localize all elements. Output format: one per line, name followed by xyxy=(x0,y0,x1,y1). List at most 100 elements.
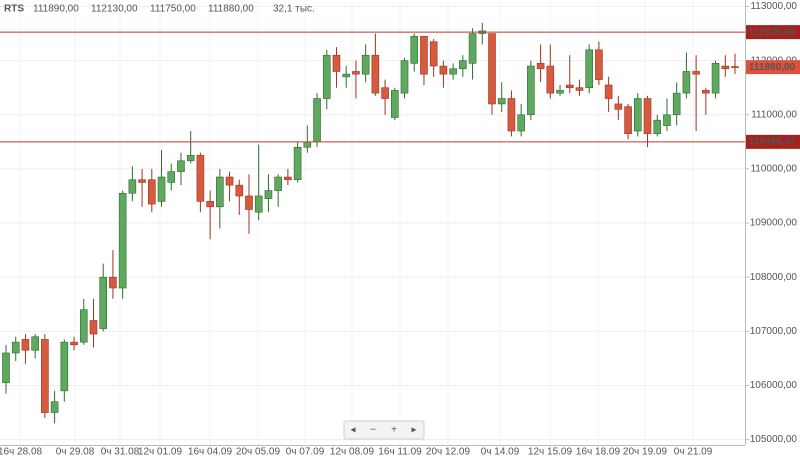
candle-body xyxy=(322,54,331,99)
candle-body xyxy=(109,276,117,289)
y-tick-label: 106000,00 xyxy=(750,380,798,391)
candle-body xyxy=(79,309,88,343)
x-tick-label: 20ч 19.09 xyxy=(623,447,668,458)
candle-body xyxy=(89,320,98,335)
candle-body xyxy=(31,336,39,351)
candle-body xyxy=(342,73,351,78)
candle-body xyxy=(264,190,273,199)
header-close: 111880,00 xyxy=(208,4,254,15)
candle-body xyxy=(565,84,574,89)
candle-body xyxy=(507,98,516,132)
candle-body xyxy=(643,98,652,135)
x-tick-label: 0ч 14.09 xyxy=(481,447,520,458)
header-volume: 32,1 тыс. xyxy=(273,4,315,15)
candle-body xyxy=(313,98,321,143)
candle-body xyxy=(468,33,477,64)
candle-body xyxy=(702,90,710,94)
zoom-in[interactable]: + xyxy=(391,425,397,436)
candle-body xyxy=(429,41,438,67)
candle-body xyxy=(332,54,341,72)
candle-body xyxy=(614,103,623,110)
zoom-out[interactable]: − xyxy=(370,425,376,436)
candle-body xyxy=(390,90,399,118)
candle-body xyxy=(235,184,244,197)
symbol: RTS xyxy=(4,4,24,15)
x-tick-label: 20ч 12.09 xyxy=(426,447,471,458)
header-open: 111890,00 xyxy=(33,4,79,15)
candle-body xyxy=(128,179,137,194)
candle-body xyxy=(410,35,419,64)
candle-body xyxy=(439,65,448,75)
y-tick-label: 113000,00 xyxy=(750,1,797,12)
candle-body xyxy=(449,68,457,75)
candle-body xyxy=(400,60,409,94)
header-low: 111750,00 xyxy=(150,4,196,15)
y-tick-label: 105000,00 xyxy=(750,434,798,445)
candle-body xyxy=(536,63,545,70)
x-tick-label: 16ч 04.09 xyxy=(188,447,233,458)
header-high: 112130,00 xyxy=(91,4,138,15)
candle-body xyxy=(41,339,49,413)
candle-body xyxy=(70,341,78,346)
x-tick-label: 12ч 01.09 xyxy=(138,447,183,458)
last-price-bg xyxy=(746,60,800,75)
candle-body xyxy=(556,90,564,94)
last-price-label: 111880,00 xyxy=(749,62,796,73)
candle-body xyxy=(216,176,224,208)
candle-body xyxy=(148,179,156,205)
scroll-right[interactable]: ▸ xyxy=(411,425,416,436)
candle-body xyxy=(420,35,428,75)
candle-body xyxy=(11,341,20,354)
candle-body xyxy=(2,352,10,384)
candle-body xyxy=(527,65,535,116)
candle-body xyxy=(21,339,30,351)
candle-body xyxy=(186,155,195,162)
candle-body xyxy=(245,195,253,210)
y-tick-label: 108000,00 xyxy=(750,272,798,283)
x-tick-label: 0ч 07.09 xyxy=(286,447,325,458)
candle-body xyxy=(206,201,214,208)
scroll-box xyxy=(343,420,425,440)
candle-body xyxy=(731,66,739,68)
x-tick-label: 12ч 15.09 xyxy=(528,447,573,458)
candle-body xyxy=(254,195,263,213)
candle-body xyxy=(517,114,525,132)
candle-body xyxy=(653,119,662,135)
candle-body xyxy=(60,341,69,392)
candle-body xyxy=(575,87,584,91)
x-tick-label: 20ч 05.09 xyxy=(236,447,281,458)
candle-body xyxy=(157,176,166,202)
candle-body xyxy=(624,106,632,135)
level-label: 110499,47 xyxy=(749,137,796,148)
candle-body xyxy=(604,84,613,99)
candle-body xyxy=(371,54,380,94)
candle-body xyxy=(488,33,496,105)
level-label-bg xyxy=(746,25,800,40)
y-tick-label: 110000,00 xyxy=(750,164,797,175)
x-tick-label: 12ч 08.09 xyxy=(330,447,375,458)
candle-body xyxy=(225,176,234,186)
y-tick-label: 107000,00 xyxy=(750,326,798,337)
x-tick-label: 16ч 18.09 xyxy=(576,447,621,458)
candle-body xyxy=(633,98,642,132)
scroll-control[interactable]: ◂ − + ▸ xyxy=(343,420,425,440)
x-tick-label: 0ч 29.08 xyxy=(56,447,95,458)
candle-body xyxy=(682,71,691,94)
candle-body xyxy=(381,87,389,99)
candle-body xyxy=(585,49,594,89)
candle-body xyxy=(352,71,360,75)
candle-body xyxy=(293,146,302,181)
candle-body xyxy=(721,65,730,70)
candle-body xyxy=(692,71,700,75)
scroll-left[interactable]: ◂ xyxy=(350,425,355,436)
candle-body xyxy=(497,98,506,105)
candle-body xyxy=(663,114,671,126)
candle-body xyxy=(672,92,681,116)
x-tick-label: 16ч 28.08 xyxy=(0,447,43,458)
candle-body xyxy=(274,176,282,191)
candle-body xyxy=(50,401,59,413)
candle-body xyxy=(459,60,467,70)
y-tick-label: 109000,00 xyxy=(750,218,798,229)
